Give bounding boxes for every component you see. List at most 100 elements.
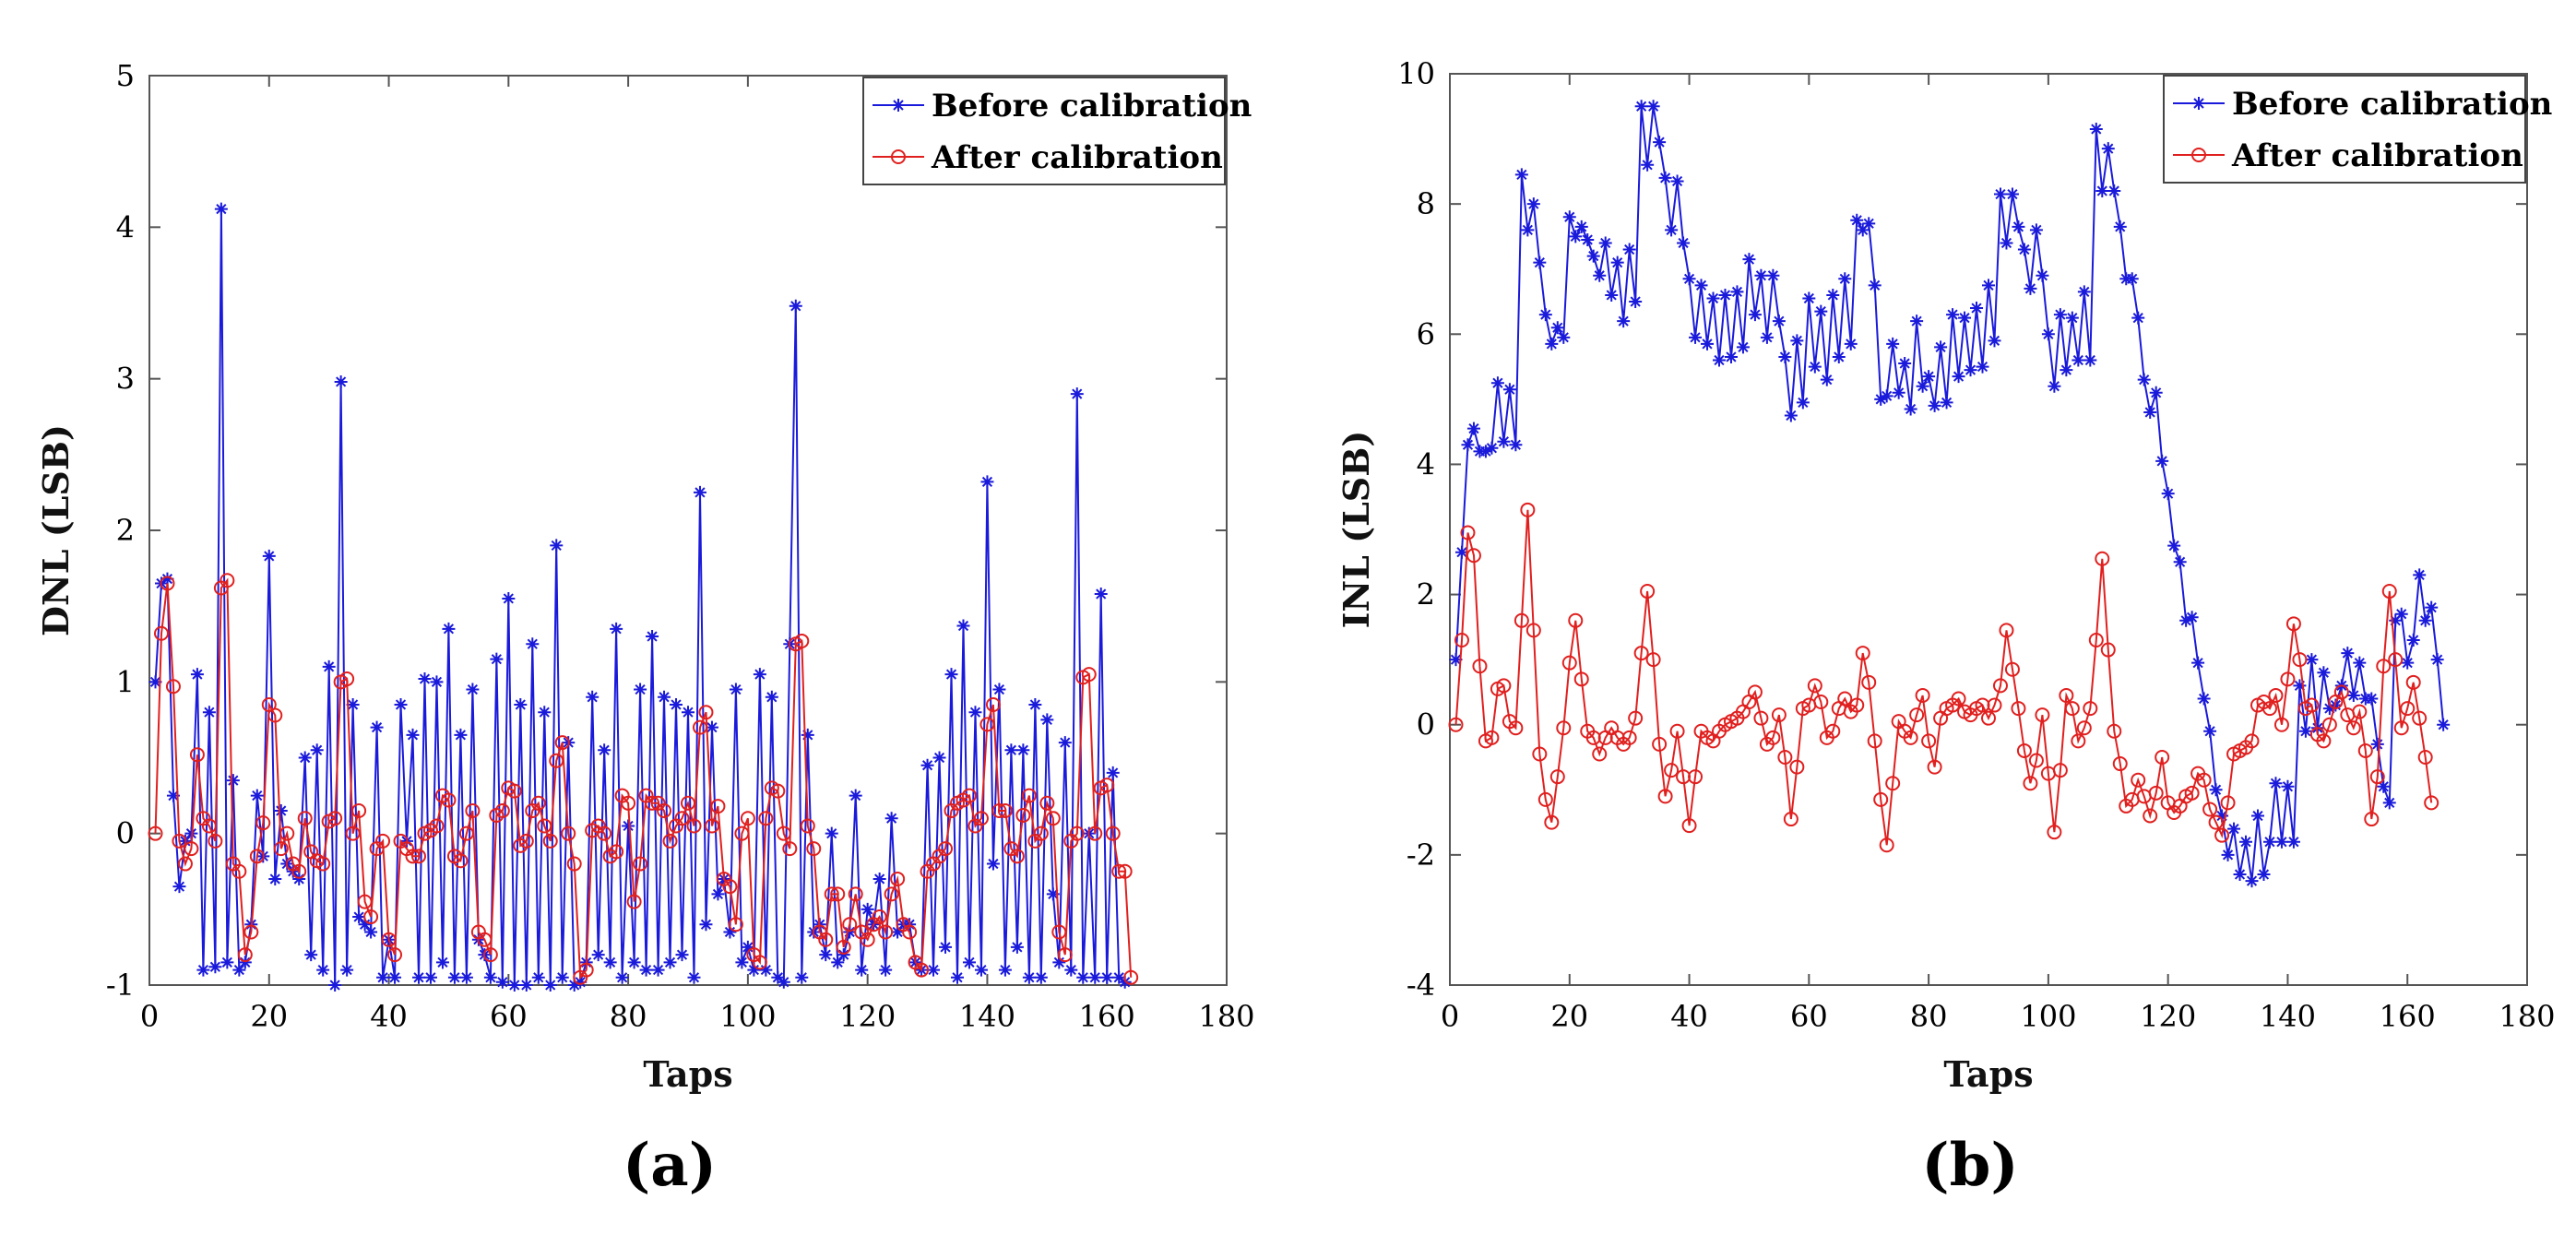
data-point-before bbox=[795, 970, 809, 984]
data-point-before bbox=[1622, 243, 1636, 256]
data-point-before bbox=[1718, 288, 1732, 302]
data-point-after bbox=[657, 803, 672, 819]
data-point-after bbox=[387, 947, 403, 963]
data-point-before bbox=[2274, 835, 2288, 849]
data-point-before bbox=[723, 925, 737, 939]
data-point-before bbox=[1790, 334, 1804, 348]
data-point-before bbox=[651, 963, 665, 977]
data-point-before bbox=[1010, 940, 1024, 954]
data-point-before bbox=[214, 202, 228, 216]
data-point-before bbox=[2346, 688, 2360, 702]
data-point-before bbox=[1641, 158, 1655, 172]
data-point-before bbox=[2077, 285, 2091, 299]
legend-marker-asterisk bbox=[892, 99, 905, 112]
data-point-after bbox=[722, 879, 738, 895]
data-point-before bbox=[316, 963, 330, 977]
data-point-before bbox=[1574, 220, 1588, 233]
data-point-before bbox=[1910, 315, 1924, 328]
data-point-before bbox=[250, 789, 264, 802]
data-point-before bbox=[1502, 383, 1516, 397]
data-point-before bbox=[1808, 360, 1822, 374]
x-axis-label: Taps bbox=[643, 1053, 732, 1095]
data-point-after bbox=[267, 707, 283, 723]
x-tick-label: 80 bbox=[610, 999, 647, 1034]
data-point-before bbox=[538, 706, 552, 719]
data-point-before bbox=[1605, 288, 1619, 302]
data-point-after bbox=[554, 735, 570, 751]
data-point-after bbox=[411, 849, 426, 864]
data-point-after bbox=[1915, 687, 1930, 703]
data-point-before bbox=[1610, 255, 1624, 269]
data-point-after bbox=[621, 795, 636, 811]
y-tick-label: 2 bbox=[1417, 577, 1435, 612]
data-point-after bbox=[506, 783, 522, 799]
x-tick-label: 120 bbox=[2140, 999, 2196, 1034]
data-point-before bbox=[334, 374, 348, 388]
data-point-before bbox=[586, 690, 599, 704]
data-point-before bbox=[1886, 337, 1900, 350]
data-point-after bbox=[1903, 730, 1918, 745]
data-point-before bbox=[1478, 445, 1492, 458]
data-point-after bbox=[662, 833, 678, 849]
data-point-before bbox=[1034, 970, 1048, 984]
data-point-before bbox=[1730, 285, 1744, 299]
data-point-before bbox=[663, 956, 677, 969]
data-point-after bbox=[363, 909, 379, 925]
data-point-before bbox=[1490, 376, 1504, 390]
data-point-after bbox=[375, 833, 391, 849]
data-point-before bbox=[920, 758, 934, 772]
data-point-before bbox=[1586, 249, 1600, 263]
data-point-after bbox=[2376, 659, 2392, 674]
data-point-before bbox=[682, 706, 694, 719]
data-point-after bbox=[878, 924, 894, 940]
data-point-before bbox=[1724, 350, 1738, 363]
data-point-after bbox=[1825, 723, 1841, 739]
data-point-after bbox=[518, 833, 534, 849]
data-point-before bbox=[603, 956, 617, 969]
data-point-before bbox=[2425, 600, 2439, 614]
data-point-before bbox=[693, 485, 706, 499]
data-point-before bbox=[711, 887, 725, 901]
data-point-after bbox=[453, 853, 469, 869]
legend-label: After calibration bbox=[931, 139, 1223, 176]
data-point-before bbox=[1028, 697, 1042, 711]
data-point-before bbox=[1928, 398, 1941, 412]
data-point-before bbox=[358, 918, 372, 932]
data-point-after bbox=[1867, 733, 1882, 749]
data-point-after bbox=[1664, 763, 1680, 778]
data-point-before bbox=[1658, 171, 1672, 184]
data-point-after bbox=[997, 803, 1013, 819]
data-point-before bbox=[322, 659, 336, 673]
y-tick-label: 3 bbox=[116, 362, 135, 397]
data-point-before bbox=[1916, 379, 1929, 393]
data-point-before bbox=[2203, 724, 2217, 738]
data-point-before bbox=[884, 812, 898, 825]
data-point-before bbox=[2239, 835, 2253, 849]
data-point-before bbox=[974, 963, 988, 977]
data-point-after bbox=[189, 747, 205, 763]
data-point-after bbox=[208, 833, 223, 849]
data-point-after bbox=[542, 833, 558, 849]
data-point-after bbox=[1992, 678, 2008, 694]
data-point-before bbox=[1509, 438, 1523, 452]
data-point-before bbox=[1538, 308, 1552, 322]
data-point-before bbox=[1742, 253, 1756, 267]
data-point-after bbox=[1681, 818, 1697, 834]
data-point-before bbox=[514, 697, 528, 711]
legend-box bbox=[862, 77, 1226, 185]
data-point-before bbox=[412, 970, 425, 984]
legend-marker-circle bbox=[891, 149, 906, 164]
data-point-before bbox=[1784, 409, 1798, 422]
data-point-after bbox=[1753, 710, 1769, 726]
data-point-before bbox=[2251, 809, 2264, 823]
data-point-before bbox=[406, 728, 420, 742]
data-point-before bbox=[2317, 666, 2331, 680]
data-point-before bbox=[1466, 422, 1480, 435]
data-point-before bbox=[226, 774, 240, 788]
plot-frame bbox=[1449, 73, 2528, 986]
data-point-after bbox=[1921, 733, 1937, 749]
data-point-after bbox=[985, 696, 1001, 712]
data-point-before bbox=[855, 963, 869, 977]
data-point-before bbox=[1713, 353, 1726, 367]
